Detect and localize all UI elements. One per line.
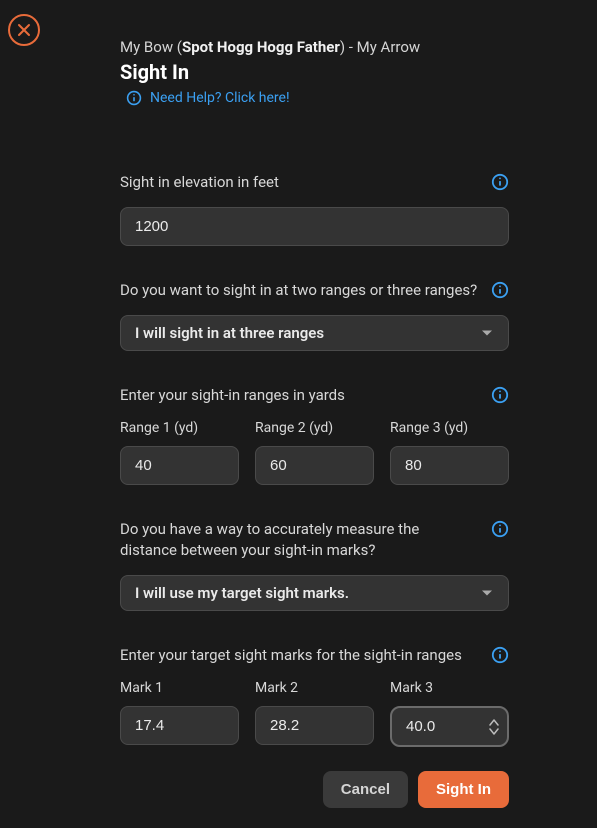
breadcrumb: My Bow (Spot Hogg Hogg Father) - My Arro…	[120, 38, 509, 56]
info-icon[interactable]	[491, 520, 509, 538]
ranges-label: Enter your sight-in ranges in yards	[120, 385, 345, 406]
info-icon[interactable]	[491, 386, 509, 404]
breadcrumb-prefix: My Bow (	[120, 38, 182, 56]
mark1-col: Mark 1	[120, 680, 239, 747]
help-link[interactable]: Need Help? Click here!	[120, 90, 290, 106]
mark3-label: Mark 3	[390, 680, 509, 696]
breadcrumb-brand: Spot Hogg Hogg Father	[182, 38, 340, 56]
range3-input[interactable]	[390, 446, 509, 485]
mark1-input[interactable]	[120, 706, 239, 745]
ranges-mode-group: Do you want to sight in at two ranges or…	[120, 280, 509, 351]
mark2-input[interactable]	[255, 706, 374, 745]
help-link-text: Need Help? Click here!	[150, 90, 290, 106]
cancel-button[interactable]: Cancel	[323, 771, 408, 808]
marks-group: Enter your target sight marks for the si…	[120, 645, 509, 747]
marks-label: Enter your target sight marks for the si…	[120, 645, 462, 666]
ranges-mode-label: Do you want to sight in at two ranges or…	[120, 280, 477, 301]
range2-input[interactable]	[255, 446, 374, 485]
mark2-col: Mark 2	[255, 680, 374, 747]
range2-label: Range 2 (yd)	[255, 420, 374, 436]
footer-actions: Cancel Sight In	[323, 771, 509, 808]
info-icon[interactable]	[491, 173, 509, 191]
mark3-input-wrapper	[390, 706, 509, 747]
measure-mode-label: Do you have a way to accurately measure …	[120, 519, 479, 561]
range1-label: Range 1 (yd)	[120, 420, 239, 436]
range3-label: Range 3 (yd)	[390, 420, 509, 436]
page-title: Sight In	[120, 60, 509, 84]
spinner-down-icon[interactable]	[489, 728, 499, 735]
elevation-label: Sight in elevation in feet	[120, 172, 279, 193]
ranges-group: Enter your sight-in ranges in yards Rang…	[120, 385, 509, 485]
range1-col: Range 1 (yd)	[120, 420, 239, 485]
ranges-mode-value: I will sight in at three ranges	[135, 324, 324, 342]
form-container: My Bow (Spot Hogg Hogg Father) - My Arro…	[0, 0, 597, 828]
elevation-input[interactable]	[120, 207, 509, 246]
spinner-up-icon[interactable]	[489, 719, 499, 726]
measure-mode-value: I will use my target sight marks.	[135, 584, 349, 602]
range3-col: Range 3 (yd)	[390, 420, 509, 485]
measure-mode-group: Do you have a way to accurately measure …	[120, 519, 509, 611]
breadcrumb-suffix: ) - My Arrow	[340, 38, 420, 56]
stepper-controls	[489, 719, 499, 735]
info-icon[interactable]	[491, 281, 509, 299]
elevation-group: Sight in elevation in feet	[120, 172, 509, 246]
mark3-input[interactable]	[392, 708, 483, 745]
info-icon	[126, 90, 142, 106]
measure-mode-select[interactable]: I will use my target sight marks.	[120, 575, 509, 611]
range2-col: Range 2 (yd)	[255, 420, 374, 485]
mark2-label: Mark 2	[255, 680, 374, 696]
info-icon[interactable]	[491, 646, 509, 664]
sight-in-button[interactable]: Sight In	[418, 771, 509, 808]
range1-input[interactable]	[120, 446, 239, 485]
mark3-col: Mark 3	[390, 680, 509, 747]
ranges-mode-select[interactable]: I will sight in at three ranges	[120, 315, 509, 351]
mark1-label: Mark 1	[120, 680, 239, 696]
